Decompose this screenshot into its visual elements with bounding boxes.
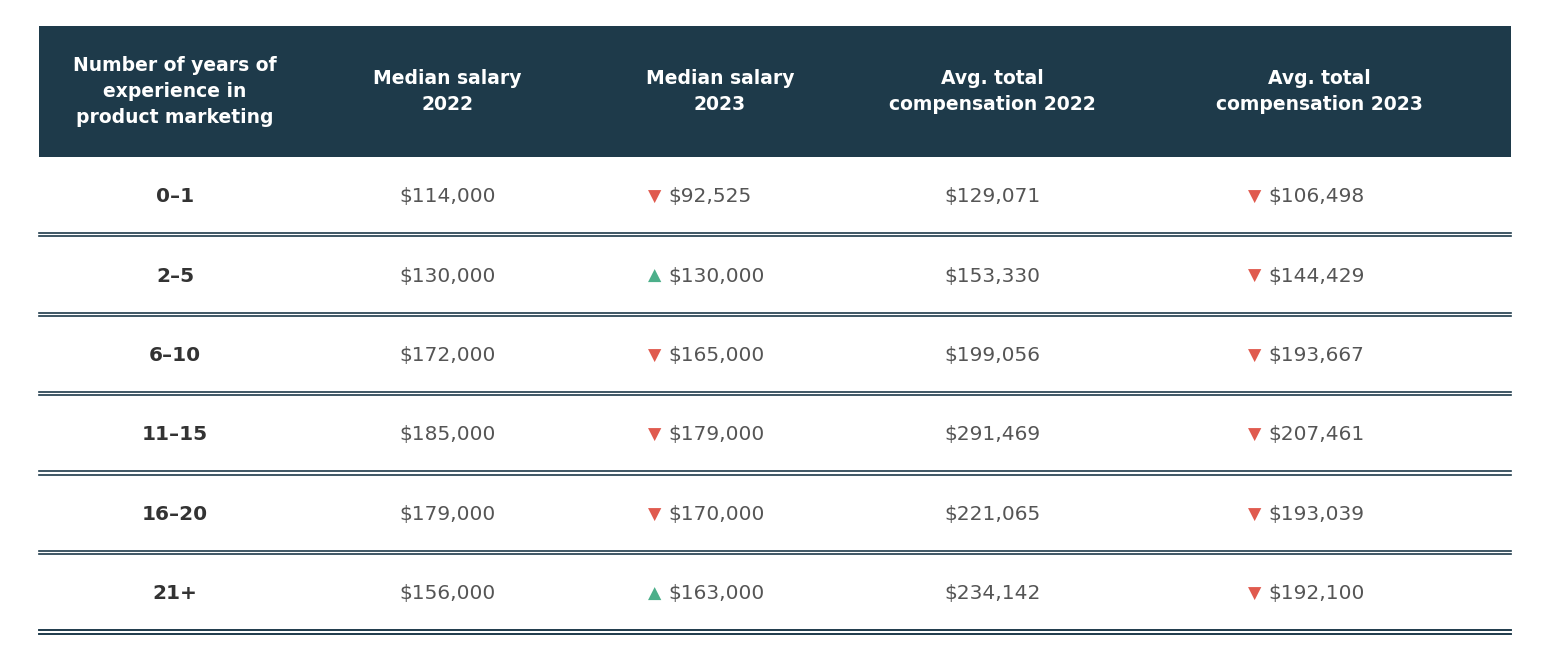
Text: $106,498: $106,498 (1268, 187, 1366, 206)
Text: $207,461: $207,461 (1268, 426, 1366, 444)
Text: 21+: 21+ (152, 584, 197, 603)
Text: $144,429: $144,429 (1268, 267, 1366, 286)
Text: $291,469: $291,469 (944, 426, 1040, 444)
Text: $170,000: $170,000 (668, 505, 766, 524)
Text: ▼: ▼ (1248, 426, 1262, 444)
Text: ▲: ▲ (648, 585, 660, 603)
FancyBboxPatch shape (39, 316, 1511, 395)
Text: ▼: ▼ (648, 506, 660, 523)
Text: $130,000: $130,000 (668, 267, 766, 286)
Text: ▼: ▼ (1248, 187, 1262, 206)
Text: $234,142: $234,142 (944, 584, 1040, 603)
Text: $179,000: $179,000 (400, 505, 496, 524)
FancyBboxPatch shape (39, 395, 1511, 475)
Text: $221,065: $221,065 (944, 505, 1040, 524)
Text: Avg. total
compensation 2023: Avg. total compensation 2023 (1217, 69, 1423, 114)
Text: $165,000: $165,000 (668, 346, 764, 365)
Text: Number of years of
experience in
product marketing: Number of years of experience in product… (73, 56, 277, 127)
Text: $153,330: $153,330 (944, 267, 1040, 286)
Text: 0–1: 0–1 (157, 187, 194, 206)
Text: 11–15: 11–15 (143, 426, 208, 444)
Text: ▼: ▼ (648, 187, 660, 206)
FancyBboxPatch shape (39, 157, 1511, 236)
Text: $193,039: $193,039 (1268, 505, 1364, 524)
Text: ▼: ▼ (1248, 585, 1262, 603)
Text: $163,000: $163,000 (668, 584, 764, 603)
Text: $192,100: $192,100 (1268, 584, 1366, 603)
Text: $129,071: $129,071 (944, 187, 1040, 206)
Text: 6–10: 6–10 (149, 346, 202, 365)
FancyBboxPatch shape (39, 236, 1511, 316)
Text: $193,667: $193,667 (1268, 346, 1364, 365)
Text: Median salary
2023: Median salary 2023 (645, 69, 794, 114)
Text: ▲: ▲ (648, 267, 660, 285)
Text: Avg. total
compensation 2022: Avg. total compensation 2022 (888, 69, 1096, 114)
Text: $179,000: $179,000 (668, 426, 764, 444)
Text: Median salary
2022: Median salary 2022 (374, 69, 522, 114)
Text: ▼: ▼ (1248, 506, 1262, 523)
FancyBboxPatch shape (39, 26, 1511, 157)
Text: $114,000: $114,000 (398, 187, 496, 206)
FancyBboxPatch shape (39, 475, 1511, 554)
Text: $172,000: $172,000 (400, 346, 496, 365)
Text: $185,000: $185,000 (400, 426, 496, 444)
Text: ▼: ▼ (1248, 267, 1262, 285)
Text: ▼: ▼ (1248, 346, 1262, 364)
Text: 2–5: 2–5 (157, 267, 194, 286)
Text: ▼: ▼ (648, 346, 660, 364)
Text: ▼: ▼ (648, 426, 660, 444)
Text: $92,525: $92,525 (668, 187, 752, 206)
Text: $199,056: $199,056 (944, 346, 1040, 365)
Text: $130,000: $130,000 (400, 267, 496, 286)
Text: $156,000: $156,000 (400, 584, 496, 603)
FancyBboxPatch shape (39, 554, 1511, 634)
Text: 16–20: 16–20 (143, 505, 208, 524)
